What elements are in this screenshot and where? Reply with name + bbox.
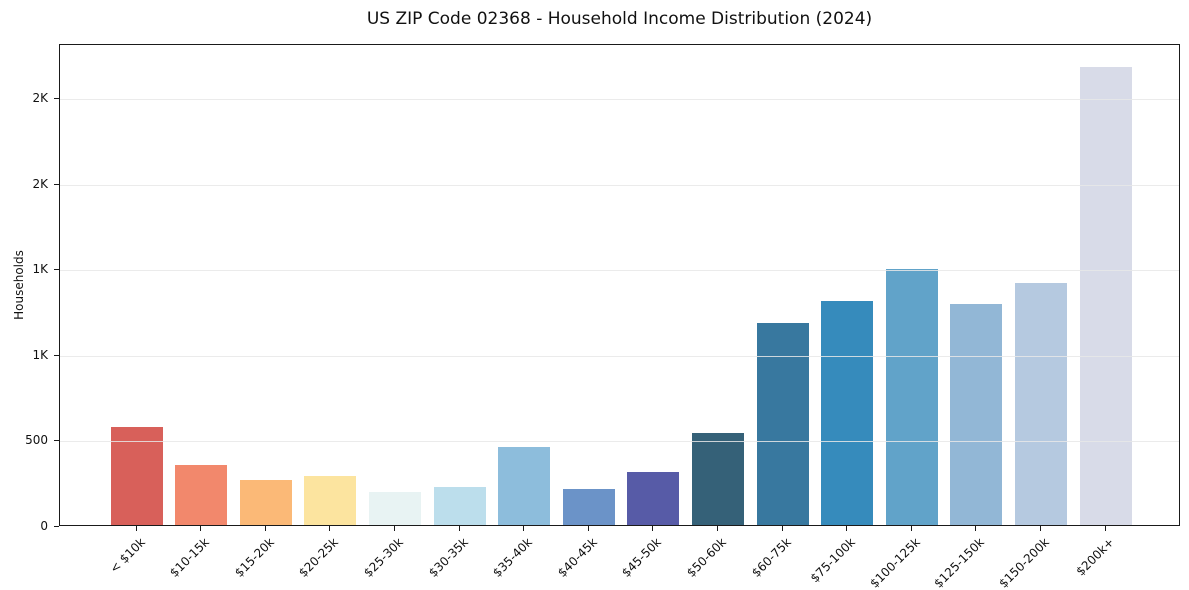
y-tick-mark bbox=[54, 526, 59, 527]
x-tick-mark bbox=[716, 526, 718, 531]
x-tick-mark bbox=[910, 526, 912, 531]
x-tick-mark bbox=[652, 526, 654, 531]
gridline-2000 bbox=[60, 184, 1179, 186]
bar-$25-30k bbox=[368, 491, 421, 525]
y-tick-label: 0 bbox=[40, 519, 48, 533]
x-tick-mark bbox=[846, 526, 848, 531]
bar-$50-60k bbox=[691, 432, 744, 525]
y-tick-label: 1K bbox=[32, 262, 48, 277]
bar-$150-200k bbox=[1014, 282, 1067, 525]
bar-$200k+ bbox=[1079, 66, 1132, 525]
x-tick-mark bbox=[781, 526, 783, 531]
y-tick-mark bbox=[54, 97, 59, 99]
x-tick-mark bbox=[329, 526, 331, 531]
y-tick-label: 500 bbox=[25, 433, 48, 448]
x-tick-mark bbox=[393, 526, 395, 531]
x-tick-mark bbox=[975, 526, 977, 531]
chart-title: US ZIP Code 02368 - Household Income Dis… bbox=[366, 9, 873, 29]
x-tick-mark bbox=[135, 526, 137, 531]
bar-$10-15k bbox=[175, 465, 228, 525]
x-tick-mark bbox=[200, 526, 202, 531]
bar-$45-50k bbox=[627, 471, 680, 525]
bar-$60-75k bbox=[756, 322, 809, 525]
bar-$125-150k bbox=[950, 304, 1003, 525]
bar-$15-20k bbox=[239, 479, 292, 525]
x-tick-mark bbox=[523, 526, 525, 531]
x-tick-mark bbox=[1104, 526, 1106, 531]
x-tick-mark bbox=[264, 526, 266, 531]
y-tick-mark bbox=[54, 269, 59, 271]
bar-$20-25k bbox=[304, 476, 357, 525]
y-tick-label: 2K bbox=[32, 90, 48, 105]
gridline-500 bbox=[60, 441, 1179, 443]
bar-< $10k bbox=[110, 426, 163, 525]
y-tick-mark bbox=[54, 183, 59, 185]
x-tick-mark bbox=[1039, 526, 1041, 531]
gridline-2500 bbox=[60, 98, 1179, 100]
bar-$75-100k bbox=[821, 300, 874, 525]
x-tick-mark bbox=[458, 526, 460, 531]
bar-$40-45k bbox=[562, 489, 615, 525]
gridline-1000 bbox=[60, 355, 1179, 357]
bar-$100-125k bbox=[885, 269, 938, 525]
y-tick-label: 1K bbox=[32, 347, 48, 362]
plot-area bbox=[59, 44, 1180, 526]
x-tick-mark bbox=[587, 526, 589, 531]
y-tick-label: 2K bbox=[32, 176, 48, 191]
y-tick-mark bbox=[54, 354, 59, 356]
x-tick-label-< $10k: < $10k bbox=[106, 535, 148, 576]
y-tick-mark bbox=[54, 440, 59, 442]
bar-$30-35k bbox=[433, 487, 486, 525]
bar-$35-40k bbox=[498, 447, 551, 525]
gridline-1500 bbox=[60, 270, 1179, 272]
